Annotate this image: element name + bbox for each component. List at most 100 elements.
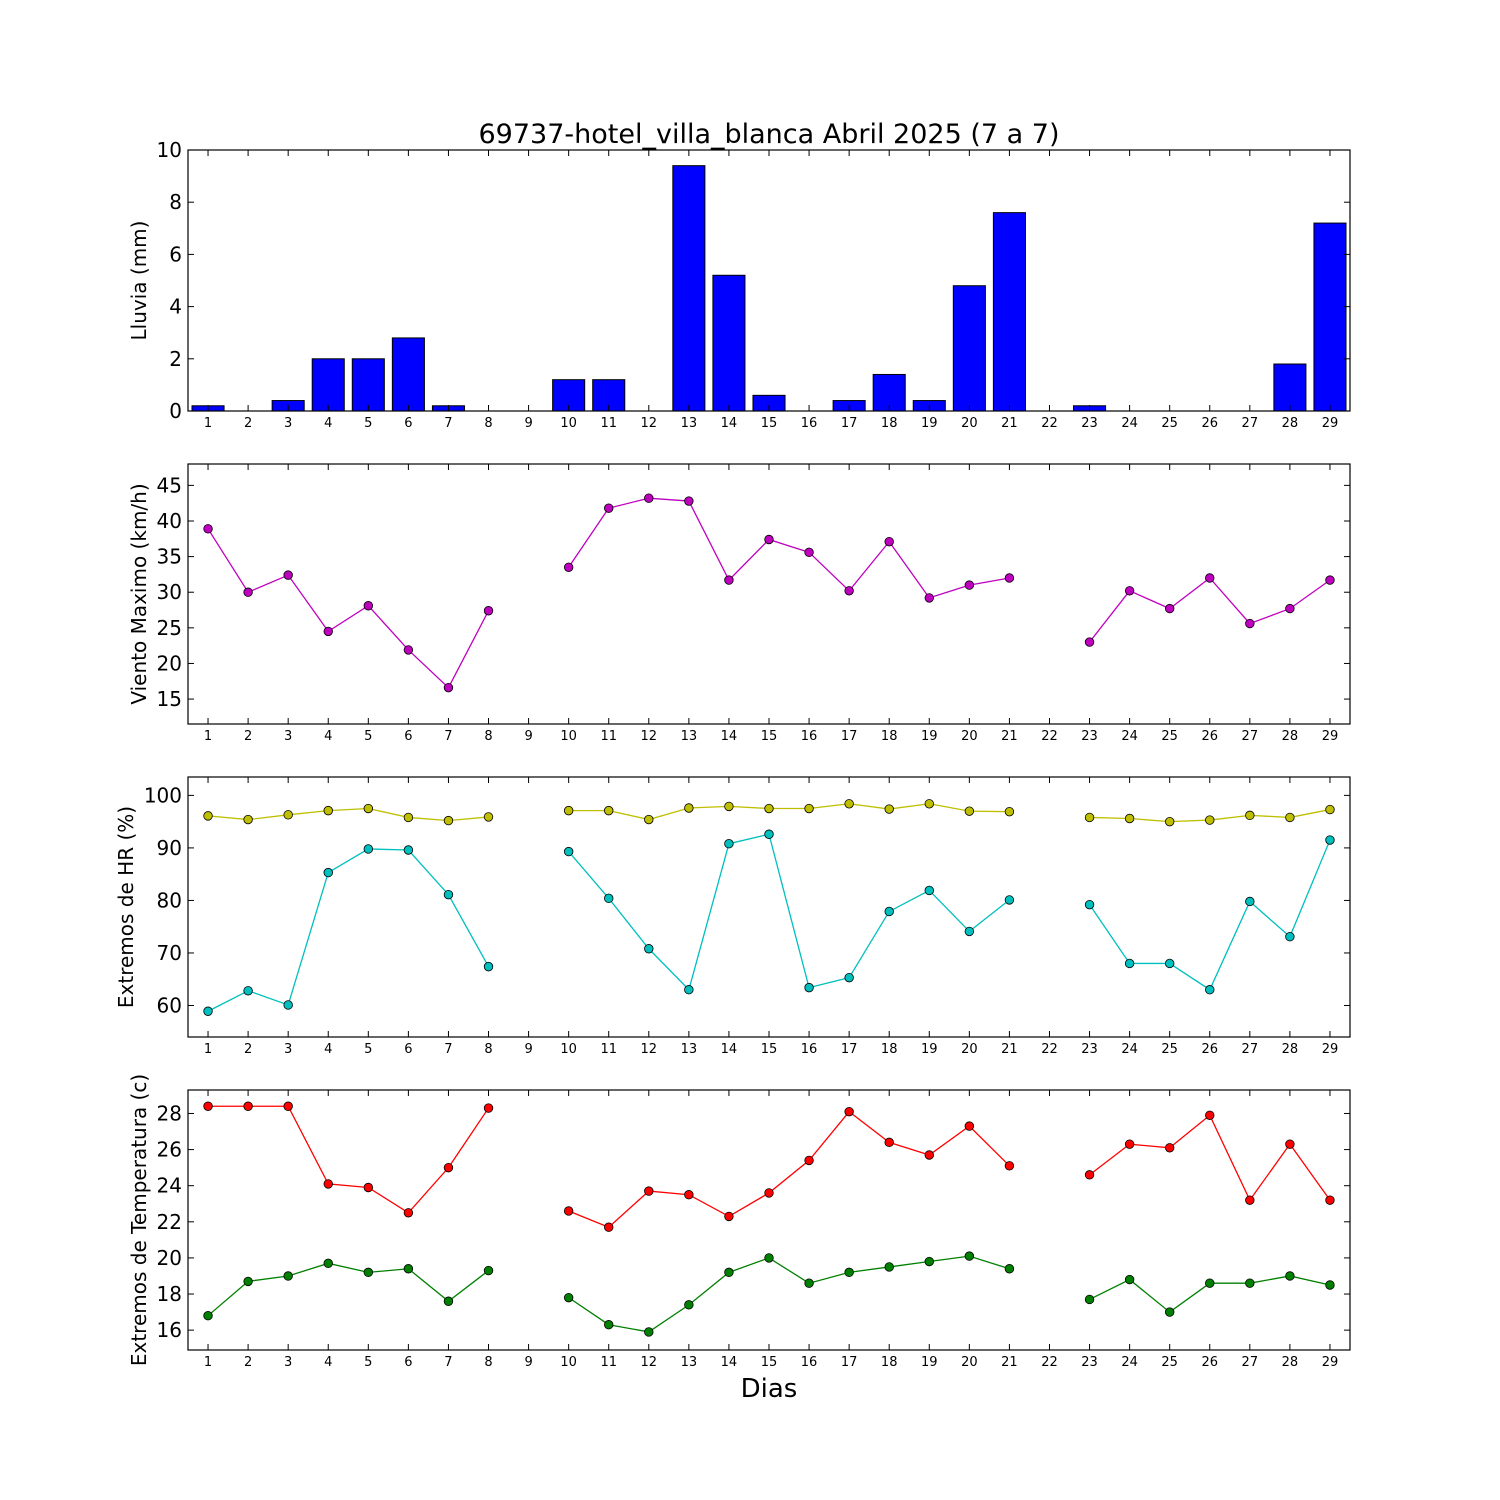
bar-day-4 (311, 358, 345, 412)
x-tick-label: 21 (1001, 1355, 1018, 1370)
point-series-2-day-17 (844, 972, 854, 983)
point-series-1-day-26 (1205, 573, 1215, 583)
point-series-2-day-20 (964, 1251, 975, 1261)
point-series-1-day-14 (724, 575, 734, 585)
bar-day-13 (672, 165, 706, 412)
x-tick-label: 7 (444, 1042, 452, 1057)
point-series-1-day-15 (764, 803, 774, 814)
x-tick-label: 20 (961, 1042, 978, 1057)
point-series-2-day-19 (924, 885, 934, 896)
x-tick-label: 17 (841, 1042, 858, 1057)
x-tick-label: 29 (1322, 416, 1339, 431)
point-series-1-day-17 (844, 799, 854, 809)
y-tick-label: 15 (157, 687, 182, 711)
point-series-1-day-26 (1205, 1110, 1215, 1120)
x-tick-label: 2 (244, 729, 252, 744)
point-series-1-day-2 (243, 1101, 253, 1111)
point-series-2-day-28 (1285, 1271, 1295, 1281)
y-tick-label: 22 (157, 1210, 182, 1234)
y-tick-label: 10 (157, 138, 182, 162)
point-series-2-day-24 (1124, 958, 1135, 969)
y-tick-label: 26 (157, 1138, 182, 1162)
x-tick-label: 4 (324, 729, 332, 744)
x-tick-label: 25 (1161, 1042, 1178, 1057)
point-series-2-day-11 (604, 1320, 614, 1330)
point-series-1-day-1 (203, 524, 213, 534)
point-series-1-day-24 (1124, 813, 1135, 824)
y-axis-label: Extremos de Temperatura (c) (127, 1074, 151, 1366)
point-series-2-day-21 (1004, 895, 1015, 905)
point-series-1-day-10 (563, 1206, 574, 1216)
point-series-1-day-2 (243, 814, 253, 825)
x-tick-label: 28 (1282, 416, 1299, 431)
x-tick-label: 13 (681, 416, 698, 431)
x-tick-label: 27 (1242, 729, 1259, 744)
point-series-2-day-21 (1004, 1264, 1015, 1274)
point-series-2-day-23 (1084, 1294, 1095, 1305)
x-tick-label: 13 (681, 729, 698, 744)
series-line-1 (207, 497, 1331, 689)
y-axis-label: Extremos de HR (%) (114, 806, 138, 1008)
x-tick-label: 5 (364, 1355, 372, 1370)
point-series-2-day-8 (483, 961, 494, 972)
point-series-1-day-14 (724, 801, 734, 812)
point-series-1-day-10 (563, 805, 574, 816)
bar-day-6 (391, 337, 425, 412)
point-series-2-day-5 (363, 1267, 374, 1278)
point-series-1-day-28 (1285, 603, 1295, 614)
point-series-2-day-3 (283, 1000, 293, 1010)
point-series-1-day-3 (283, 1101, 293, 1111)
x-tick-label: 12 (641, 1355, 658, 1370)
x-tick-label: 21 (1001, 729, 1018, 744)
y-tick-label: 0 (169, 399, 182, 423)
x-tick-label: 22 (1041, 1042, 1058, 1057)
x-tick-label: 17 (841, 416, 858, 431)
point-series-2-day-10 (563, 1292, 574, 1303)
y-tick-label: 45 (157, 473, 182, 497)
x-tick-label: 25 (1161, 416, 1178, 431)
x-tick-label: 14 (721, 416, 738, 431)
x-tick-label: 5 (364, 729, 372, 744)
x-tick-label: 2 (244, 1355, 252, 1370)
point-series-1-day-4 (323, 1179, 333, 1189)
point-series-1-day-15 (764, 534, 774, 545)
x-tick-label: 5 (364, 1042, 372, 1057)
x-tick-label: 11 (600, 1355, 617, 1370)
point-series-1-day-24 (1124, 586, 1135, 596)
x-tick-label: 1 (204, 1355, 212, 1370)
point-series-2-day-16 (804, 982, 814, 993)
x-tick-label: 18 (881, 729, 898, 744)
point-series-1-day-23 (1084, 637, 1095, 647)
x-tick-label: 28 (1282, 1042, 1299, 1057)
point-series-1-day-24 (1124, 1139, 1135, 1149)
x-tick-label: 7 (444, 729, 452, 744)
y-tick-label: 4 (169, 295, 182, 319)
x-tick-label: 6 (404, 1355, 412, 1370)
x-tick-label: 16 (801, 1355, 818, 1370)
point-series-2-day-20 (964, 926, 975, 937)
x-tick-label: 17 (841, 729, 858, 744)
x-tick-label: 20 (961, 1355, 978, 1370)
x-tick-label: 2 (244, 1042, 252, 1057)
bar-day-14 (712, 274, 746, 412)
y-tick-label: 24 (157, 1174, 182, 1198)
y-tick-label: 28 (157, 1101, 182, 1125)
x-axis-label: Dias (741, 1374, 798, 1404)
x-tick-label: 13 (681, 1355, 698, 1370)
x-tick-label: 11 (600, 729, 617, 744)
point-series-1-day-3 (283, 810, 293, 820)
x-tick-label: 10 (560, 416, 577, 431)
x-tick-label: 19 (921, 416, 938, 431)
point-series-2-day-5 (363, 844, 374, 854)
point-series-1-day-25 (1164, 816, 1175, 827)
y-tick-label: 25 (157, 616, 182, 640)
x-tick-label: 9 (524, 1042, 532, 1057)
plot-area-frame (187, 776, 1351, 1038)
x-tick-label: 14 (721, 1042, 738, 1057)
point-series-1-day-29 (1325, 1195, 1335, 1205)
x-tick-label: 23 (1081, 1042, 1098, 1057)
x-tick-label: 9 (524, 416, 532, 431)
x-tick-label: 17 (841, 1355, 858, 1370)
